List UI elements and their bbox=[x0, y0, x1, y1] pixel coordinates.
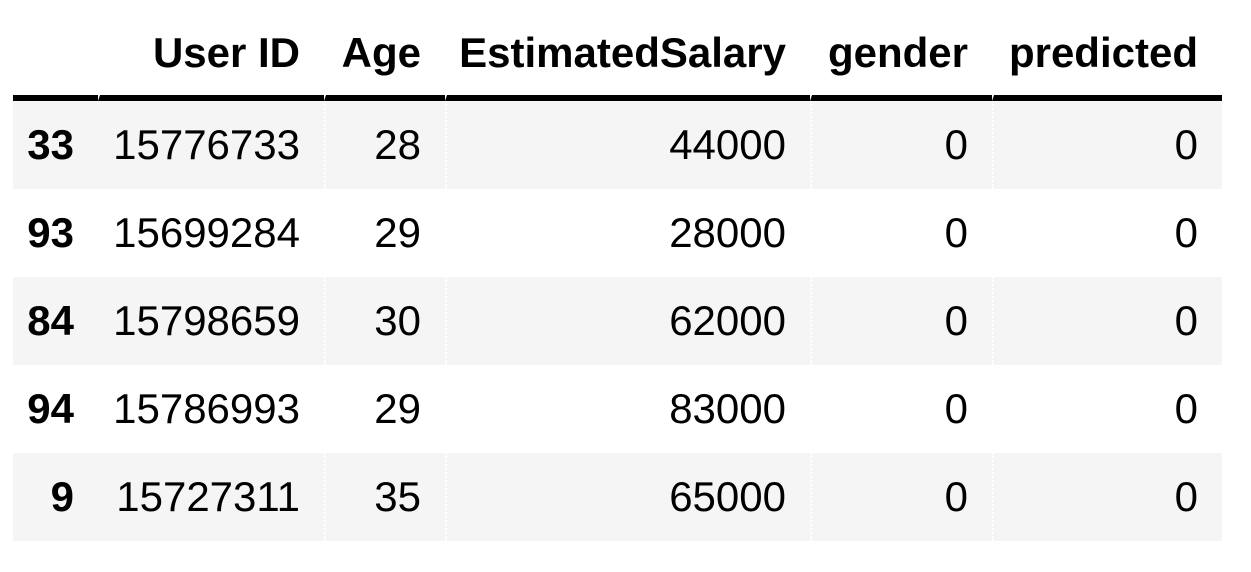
cell-gender: 0 bbox=[810, 365, 992, 453]
cell-age: 29 bbox=[324, 365, 445, 453]
column-header-gender: gender bbox=[810, 12, 992, 101]
table-row: 33 15776733 28 44000 0 0 bbox=[13, 101, 1222, 189]
cell-user-id: 15776733 bbox=[113, 120, 300, 168]
row-index-cell: 33 bbox=[27, 120, 74, 168]
cell-predicted: 0 bbox=[992, 277, 1222, 365]
row-index-cell: 84 bbox=[27, 296, 74, 344]
cell-user-id: 15786993 bbox=[113, 384, 300, 432]
cell-age: 28 bbox=[324, 101, 445, 189]
index-header-cell bbox=[13, 12, 98, 101]
table-row: 84 15798659 30 62000 0 0 bbox=[13, 277, 1222, 365]
cell-estimated-salary: 62000 bbox=[445, 277, 810, 365]
cell-gender: 0 bbox=[810, 189, 992, 277]
cell-estimated-salary: 28000 bbox=[445, 189, 810, 277]
cell-estimated-salary: 65000 bbox=[445, 453, 810, 541]
cell-user-id: 15727311 bbox=[116, 472, 300, 520]
cell-gender: 0 bbox=[810, 277, 992, 365]
cell-predicted: 0 bbox=[992, 365, 1222, 453]
cell-predicted: 0 bbox=[992, 189, 1222, 277]
table-body: 33 15776733 28 44000 0 0 93 15699284 29 … bbox=[13, 101, 1222, 541]
column-header-predicted: predicted bbox=[992, 12, 1222, 101]
table-row: 9 15727311 35 65000 0 0 bbox=[13, 453, 1222, 541]
row-index-cell: 93 bbox=[27, 208, 74, 256]
table-row: 93 15699284 29 28000 0 0 bbox=[13, 189, 1222, 277]
cell-user-id: 15699284 bbox=[113, 208, 300, 256]
table-row: 94 15786993 29 83000 0 0 bbox=[13, 365, 1222, 453]
cell-estimated-salary: 83000 bbox=[445, 365, 810, 453]
column-header-user-id: User ID bbox=[98, 12, 324, 101]
column-header-estimated-salary: EstimatedSalary bbox=[445, 12, 810, 101]
cell-age: 29 bbox=[324, 189, 445, 277]
table-header: User ID Age EstimatedSalary gender predi… bbox=[13, 12, 1222, 101]
row-index-cell: 9 bbox=[50, 472, 74, 520]
cell-age: 35 bbox=[324, 453, 445, 541]
cell-gender: 0 bbox=[810, 101, 992, 189]
cell-predicted: 0 bbox=[992, 101, 1222, 189]
dataframe-table: User ID Age EstimatedSalary gender predi… bbox=[13, 12, 1222, 541]
cell-predicted: 0 bbox=[992, 453, 1222, 541]
cell-user-id: 15798659 bbox=[113, 296, 300, 344]
column-header-age: Age bbox=[324, 12, 445, 101]
cell-gender: 0 bbox=[810, 453, 992, 541]
cell-estimated-salary: 44000 bbox=[445, 101, 810, 189]
cell-age: 30 bbox=[324, 277, 445, 365]
header-row: User ID Age EstimatedSalary gender predi… bbox=[13, 12, 1222, 101]
row-index-cell: 94 bbox=[27, 384, 74, 432]
